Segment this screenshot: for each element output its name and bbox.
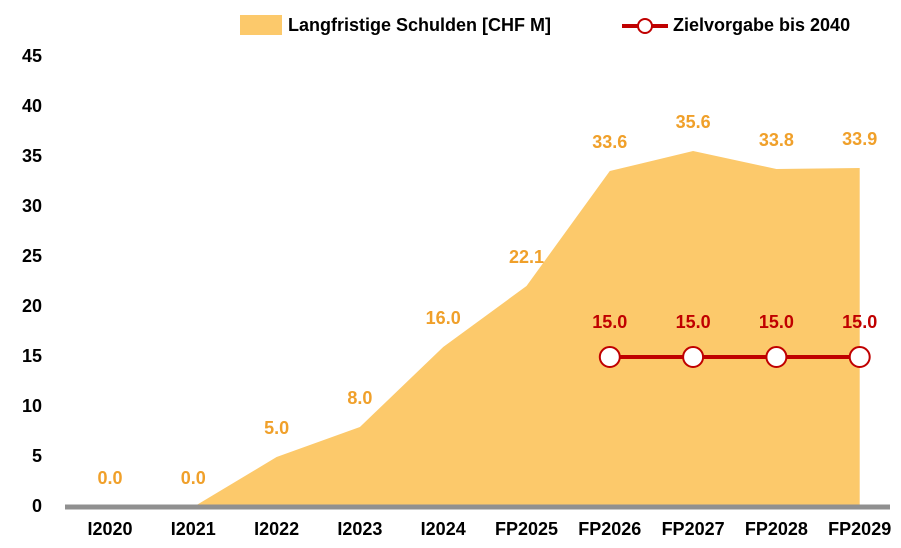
legend-swatch (240, 15, 282, 35)
y-tick-label: 10 (22, 396, 42, 416)
x-tick-label: FP2029 (828, 519, 891, 539)
data-label: 15.0 (676, 312, 711, 332)
y-tick-label: 35 (22, 146, 42, 166)
data-label: 5.0 (264, 418, 289, 438)
x-tick-label: I2022 (254, 519, 299, 539)
marker (848, 346, 871, 368)
data-label: 0.0 (181, 468, 206, 488)
x-tick-label: FP2026 (578, 519, 641, 539)
marker (765, 346, 788, 368)
data-label: 0.0 (97, 468, 122, 488)
data-label: 22.1 (509, 247, 544, 267)
x-tick-label: I2020 (87, 519, 132, 539)
marker (598, 346, 621, 368)
legend-swatch (637, 18, 653, 34)
y-tick-label: 15 (22, 346, 42, 366)
y-tick-label: 25 (22, 246, 42, 266)
y-tick-label: 5 (32, 446, 42, 466)
legend-label: Langfristige Schulden [CHF M] (288, 15, 551, 35)
area (110, 151, 860, 507)
data-label: 8.0 (347, 388, 372, 408)
data-label: 15.0 (592, 312, 627, 332)
y-tick-label: 40 (22, 96, 42, 116)
marker (682, 346, 705, 368)
data-label: 33.6 (592, 132, 627, 152)
data-label: 16.0 (426, 308, 461, 328)
y-tick-label: 30 (22, 196, 42, 216)
y-tick-label: 45 (22, 46, 42, 66)
x-tick-label: I2024 (421, 519, 466, 539)
data-label: 33.8 (759, 130, 794, 150)
x-tick-label: FP2027 (662, 519, 725, 539)
x-tick-label: FP2025 (495, 519, 558, 539)
y-tick-label: 20 (22, 296, 42, 316)
data-label: 15.0 (759, 312, 794, 332)
y-tick-label: 0 (32, 496, 42, 516)
x-tick-label: I2021 (171, 519, 216, 539)
data-label: 33.9 (842, 129, 877, 149)
data-label: 35.6 (676, 112, 711, 132)
legend-label: Zielvorgabe bis 2040 (673, 15, 850, 35)
x-tick-label: I2023 (337, 519, 382, 539)
data-label: 15.0 (842, 312, 877, 332)
x-tick-label: FP2028 (745, 519, 808, 539)
